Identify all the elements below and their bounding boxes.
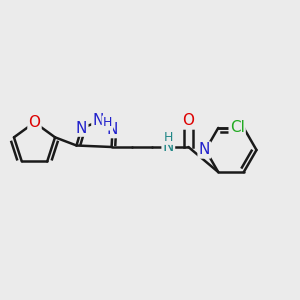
Text: H: H: [103, 116, 112, 130]
Text: H: H: [164, 131, 173, 144]
Text: N: N: [199, 142, 210, 158]
Text: N: N: [163, 139, 174, 154]
Text: O: O: [182, 113, 194, 128]
Text: N: N: [76, 121, 87, 136]
Text: N: N: [92, 113, 104, 128]
Text: Cl: Cl: [230, 120, 244, 135]
Text: O: O: [28, 115, 40, 130]
Text: N: N: [107, 122, 118, 137]
